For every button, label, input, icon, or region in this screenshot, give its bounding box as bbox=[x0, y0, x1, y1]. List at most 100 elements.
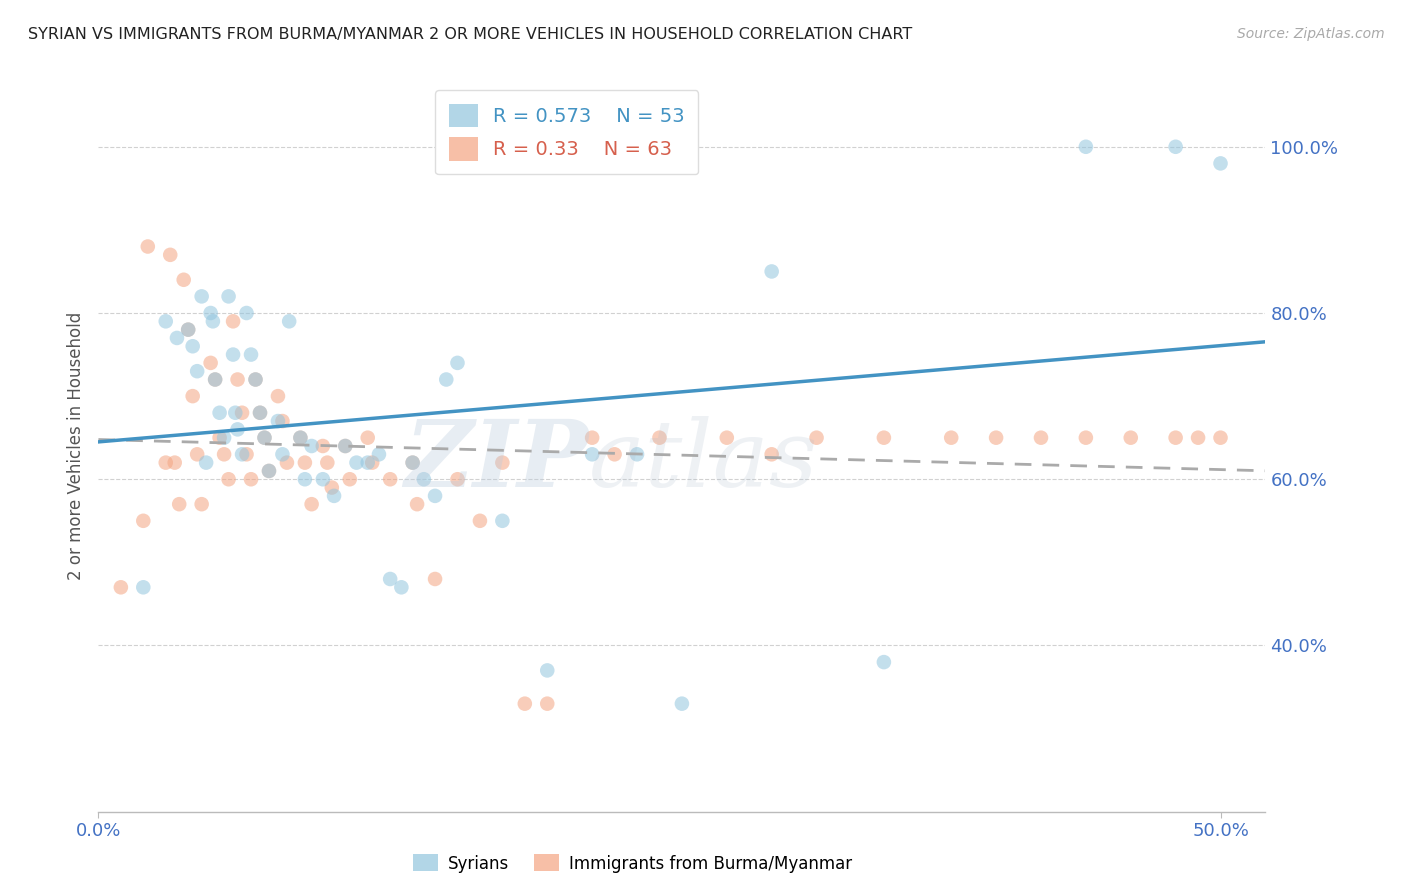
Point bbox=[389, 580, 412, 594]
Point bbox=[253, 431, 276, 445]
Text: ZIP: ZIP bbox=[405, 416, 589, 506]
Point bbox=[222, 314, 245, 328]
Point bbox=[346, 456, 368, 470]
Point bbox=[201, 314, 224, 328]
Point bbox=[368, 447, 391, 461]
Point bbox=[1164, 431, 1187, 445]
Point bbox=[110, 580, 132, 594]
Point bbox=[271, 447, 294, 461]
Point bbox=[226, 422, 249, 436]
Point bbox=[1074, 140, 1097, 154]
Point bbox=[231, 447, 253, 461]
Point bbox=[226, 372, 249, 386]
Point bbox=[491, 456, 513, 470]
Point bbox=[446, 472, 468, 486]
Point bbox=[536, 664, 558, 678]
Point bbox=[208, 406, 231, 420]
Point bbox=[581, 431, 603, 445]
Point bbox=[249, 406, 271, 420]
Legend: Syrians, Immigrants from Burma/Myanmar: Syrians, Immigrants from Burma/Myanmar bbox=[406, 847, 859, 880]
Point bbox=[222, 348, 245, 362]
Point bbox=[312, 472, 335, 486]
Point bbox=[218, 289, 240, 303]
Point bbox=[204, 372, 226, 386]
Point bbox=[1209, 156, 1232, 170]
Point bbox=[671, 697, 693, 711]
Point bbox=[166, 331, 188, 345]
Text: Source: ZipAtlas.com: Source: ZipAtlas.com bbox=[1237, 27, 1385, 41]
Point bbox=[536, 697, 558, 711]
Point bbox=[491, 514, 513, 528]
Point bbox=[335, 439, 357, 453]
Point bbox=[177, 323, 200, 337]
Point bbox=[1209, 431, 1232, 445]
Point bbox=[312, 439, 335, 453]
Point bbox=[155, 456, 177, 470]
Point bbox=[132, 514, 155, 528]
Point bbox=[159, 248, 181, 262]
Point bbox=[1164, 140, 1187, 154]
Point bbox=[380, 472, 402, 486]
Point bbox=[212, 447, 235, 461]
Point bbox=[941, 431, 963, 445]
Point bbox=[339, 472, 361, 486]
Point bbox=[1074, 431, 1097, 445]
Point bbox=[716, 431, 738, 445]
Point bbox=[181, 389, 204, 403]
Point bbox=[513, 697, 536, 711]
Point bbox=[173, 273, 195, 287]
Point bbox=[190, 497, 212, 511]
Point bbox=[186, 364, 208, 378]
Point bbox=[357, 456, 380, 470]
Point bbox=[323, 489, 346, 503]
Point bbox=[626, 447, 648, 461]
Point bbox=[316, 456, 339, 470]
Point bbox=[245, 372, 267, 386]
Point bbox=[208, 431, 231, 445]
Point bbox=[267, 389, 290, 403]
Point bbox=[195, 456, 218, 470]
Point bbox=[873, 655, 896, 669]
Point bbox=[278, 314, 301, 328]
Point bbox=[235, 306, 257, 320]
Point bbox=[163, 456, 186, 470]
Point bbox=[186, 447, 208, 461]
Point bbox=[253, 431, 276, 445]
Point bbox=[290, 431, 312, 445]
Point bbox=[581, 447, 603, 461]
Point bbox=[155, 314, 177, 328]
Point bbox=[321, 481, 343, 495]
Text: atlas: atlas bbox=[589, 416, 818, 506]
Point bbox=[301, 497, 323, 511]
Point bbox=[1187, 431, 1209, 445]
Point bbox=[294, 456, 316, 470]
Point bbox=[434, 372, 457, 386]
Point bbox=[231, 406, 253, 420]
Point bbox=[423, 572, 446, 586]
Point bbox=[200, 356, 222, 370]
Point bbox=[224, 406, 246, 420]
Point bbox=[380, 572, 402, 586]
Point bbox=[267, 414, 290, 428]
Point bbox=[245, 372, 267, 386]
Point bbox=[290, 431, 312, 445]
Point bbox=[1029, 431, 1052, 445]
Point bbox=[200, 306, 222, 320]
Text: SYRIAN VS IMMIGRANTS FROM BURMA/MYANMAR 2 OR MORE VEHICLES IN HOUSEHOLD CORRELAT: SYRIAN VS IMMIGRANTS FROM BURMA/MYANMAR … bbox=[28, 27, 912, 42]
Point bbox=[357, 431, 380, 445]
Point bbox=[603, 447, 626, 461]
Point bbox=[361, 456, 384, 470]
Point bbox=[235, 447, 257, 461]
Point bbox=[212, 431, 235, 445]
Point bbox=[249, 406, 271, 420]
Point bbox=[204, 372, 226, 386]
Point bbox=[648, 431, 671, 445]
Point bbox=[423, 489, 446, 503]
Point bbox=[401, 456, 423, 470]
Point bbox=[446, 356, 468, 370]
Y-axis label: 2 or more Vehicles in Household: 2 or more Vehicles in Household bbox=[66, 312, 84, 580]
Point bbox=[806, 431, 828, 445]
Point bbox=[301, 439, 323, 453]
Point bbox=[335, 439, 357, 453]
Point bbox=[167, 497, 190, 511]
